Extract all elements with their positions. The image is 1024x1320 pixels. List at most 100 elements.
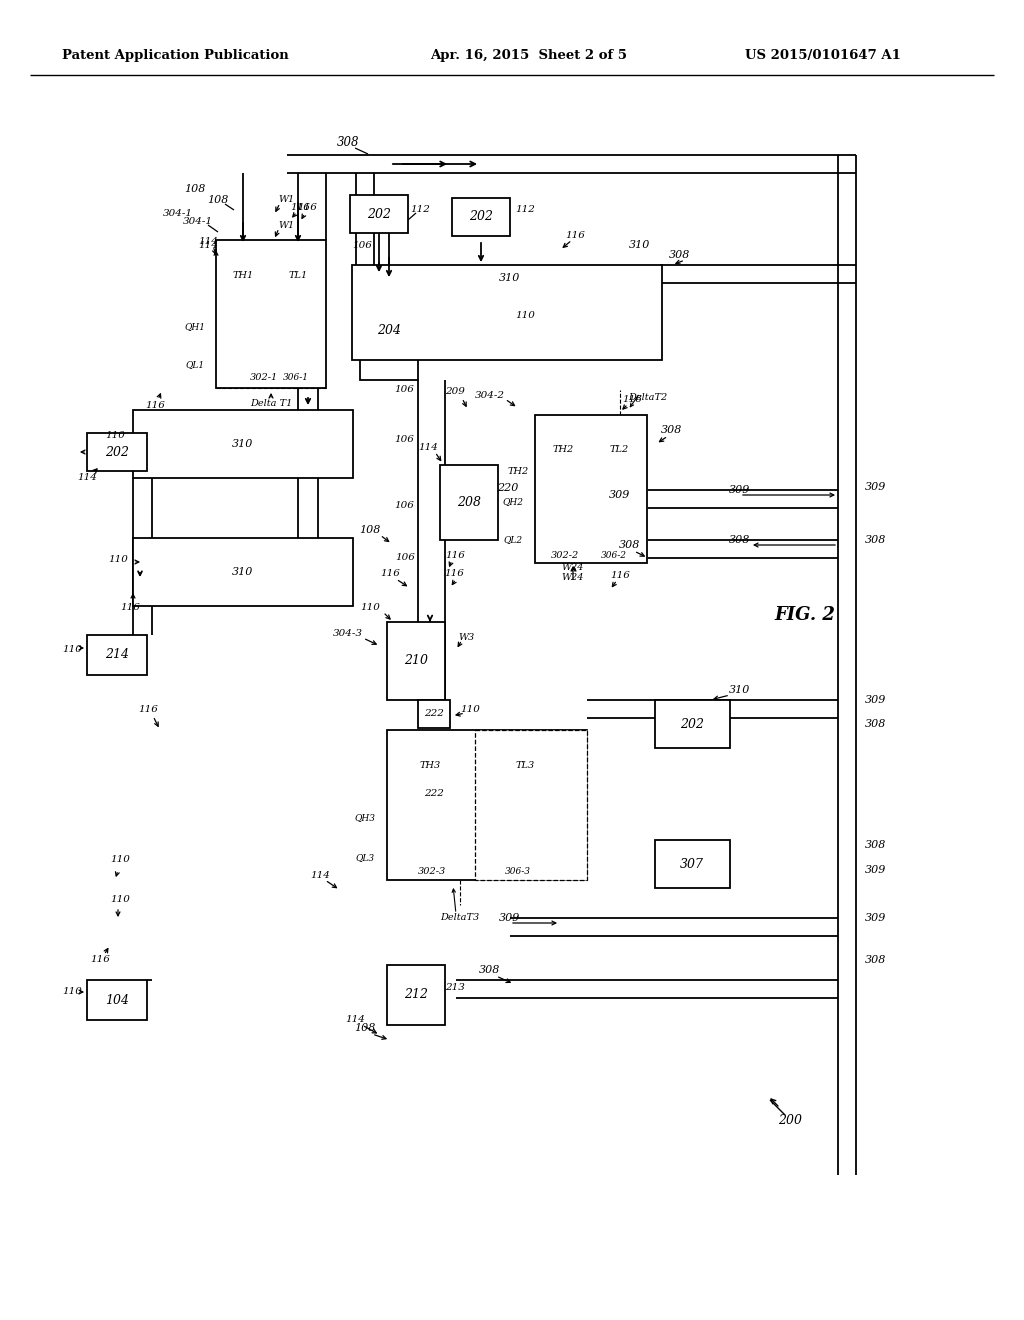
Text: TH1: TH1 [232, 271, 254, 280]
Text: Apr. 16, 2015  Sheet 2 of 5: Apr. 16, 2015 Sheet 2 of 5 [430, 49, 627, 62]
Text: 309: 309 [865, 482, 887, 492]
Text: 220: 220 [498, 483, 519, 492]
Text: 308: 308 [865, 954, 887, 965]
Text: 116: 116 [444, 569, 464, 578]
Text: 307: 307 [680, 858, 705, 870]
Text: 213: 213 [445, 983, 465, 993]
Text: 110: 110 [62, 987, 82, 997]
Text: 110: 110 [110, 855, 130, 865]
Text: Delta T1: Delta T1 [250, 399, 292, 408]
Text: W3: W3 [458, 634, 474, 643]
Text: 308: 308 [865, 840, 887, 850]
Text: 308: 308 [337, 136, 359, 149]
Text: 306-1: 306-1 [283, 374, 309, 383]
Text: 112: 112 [515, 206, 535, 214]
Text: 112: 112 [410, 206, 430, 214]
Text: DeltaT2: DeltaT2 [629, 392, 668, 401]
Text: 310: 310 [500, 273, 520, 282]
Bar [87, 635, 147, 675]
Text: QH1: QH1 [184, 322, 205, 331]
Text: 116: 116 [90, 956, 110, 965]
Text: 309: 309 [609, 490, 631, 500]
Text: 114: 114 [418, 444, 438, 453]
Bar [216, 240, 326, 388]
Bar [360, 280, 418, 380]
Bar [418, 780, 450, 808]
Text: 108: 108 [354, 1023, 376, 1034]
Text: 309: 309 [865, 865, 887, 875]
Text: 208: 208 [457, 496, 481, 510]
Text: 310: 310 [630, 240, 650, 249]
Text: 309: 309 [865, 696, 887, 705]
Text: 310: 310 [232, 568, 254, 577]
Text: 309: 309 [500, 913, 520, 923]
Text: US 2015/0101647 A1: US 2015/0101647 A1 [745, 49, 901, 62]
Bar [655, 840, 730, 888]
Text: 108: 108 [184, 183, 206, 194]
Text: 306-2: 306-2 [601, 550, 627, 560]
Text: 209: 209 [445, 388, 465, 396]
Text: QH3: QH3 [354, 813, 375, 822]
Text: 310: 310 [232, 440, 254, 449]
Text: 309: 309 [729, 484, 751, 495]
Text: TL1: TL1 [289, 271, 307, 280]
Text: TL3: TL3 [515, 760, 535, 770]
Text: 310: 310 [729, 685, 751, 696]
Text: 110: 110 [515, 310, 535, 319]
Text: 204: 204 [377, 323, 401, 337]
Bar [655, 700, 730, 748]
Text: TH3: TH3 [420, 760, 440, 770]
Text: W1: W1 [278, 195, 294, 205]
Text: 114: 114 [198, 236, 218, 246]
Text: QL1: QL1 [186, 360, 205, 370]
Text: 116: 116 [445, 550, 465, 560]
Text: 212: 212 [404, 989, 428, 1002]
Text: TH2: TH2 [552, 446, 573, 454]
Text: DeltaT3: DeltaT3 [440, 913, 479, 923]
Text: 110: 110 [110, 895, 130, 904]
Text: 306-3: 306-3 [505, 867, 531, 876]
Bar [87, 979, 147, 1020]
Text: 308: 308 [479, 965, 501, 975]
Bar [535, 414, 647, 564]
Bar [387, 622, 445, 700]
Text: 309: 309 [865, 913, 887, 923]
Text: 222: 222 [424, 789, 444, 799]
Bar [387, 730, 587, 880]
Bar [418, 700, 450, 729]
Text: W24: W24 [562, 573, 585, 582]
Bar [387, 965, 445, 1026]
Text: 114: 114 [77, 474, 97, 483]
Text: 110: 110 [105, 430, 125, 440]
Text: 104: 104 [105, 994, 129, 1006]
Bar [452, 198, 510, 236]
Text: 114: 114 [345, 1015, 365, 1024]
Text: 308: 308 [865, 719, 887, 729]
Bar [133, 539, 353, 606]
Text: QL2: QL2 [504, 536, 523, 544]
Text: 108: 108 [207, 195, 228, 205]
Text: QL3: QL3 [356, 854, 375, 862]
Text: FIG. 2: FIG. 2 [774, 606, 836, 624]
Text: W24: W24 [562, 562, 585, 572]
Text: 106: 106 [395, 553, 415, 562]
Text: 106: 106 [394, 436, 414, 445]
Text: 116: 116 [145, 401, 165, 411]
Text: TL2: TL2 [609, 446, 629, 454]
Text: 308: 308 [620, 540, 641, 550]
Bar [440, 465, 498, 540]
Text: 222: 222 [424, 710, 444, 718]
Text: 304-1: 304-1 [183, 218, 213, 227]
Text: 302-1: 302-1 [250, 374, 279, 383]
Text: Patent Application Publication: Patent Application Publication [62, 49, 289, 62]
Text: 304-1: 304-1 [163, 209, 193, 218]
Text: 308: 308 [729, 535, 751, 545]
Text: 202: 202 [105, 446, 129, 458]
Text: 116: 116 [565, 231, 585, 239]
Text: 302-2: 302-2 [551, 550, 580, 560]
Text: 308: 308 [670, 249, 690, 260]
Text: 110: 110 [109, 556, 128, 565]
Text: 114: 114 [310, 870, 330, 879]
Text: 202: 202 [680, 718, 705, 730]
Bar [352, 265, 662, 360]
